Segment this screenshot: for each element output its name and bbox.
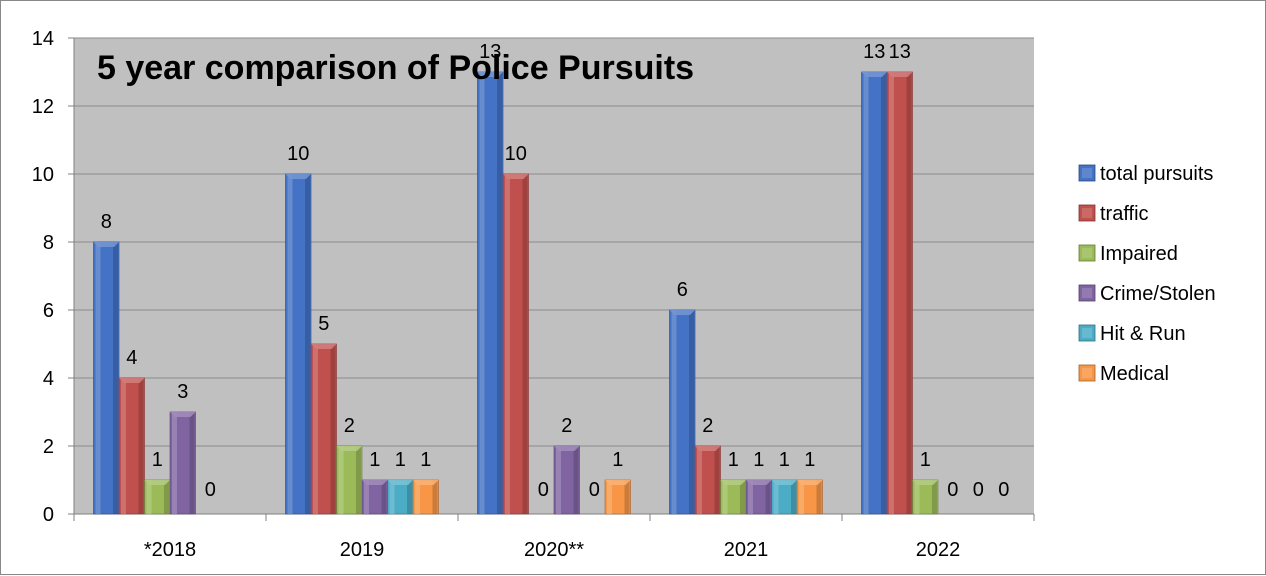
bar [604,479,631,515]
data-label: 0 [205,479,216,501]
data-label: 1 [753,449,764,471]
data-label: 1 [152,449,163,471]
bar [118,377,145,515]
bar [771,479,798,515]
bar [553,445,580,515]
bar [387,479,414,515]
legend-item: Impaired [1078,243,1178,265]
x-tick-label: 2021 [724,539,769,561]
bar [861,71,888,515]
bar [412,479,439,515]
data-label: 13 [479,41,501,63]
legend-item: Medical [1078,363,1169,385]
bar [502,173,529,515]
bar [912,479,939,515]
bar [169,411,196,515]
data-label: 4 [126,347,137,369]
bar [720,479,747,515]
y-tick-label: 0 [43,504,54,526]
bar [669,309,696,515]
y-tick-label: 2 [43,436,54,458]
x-tick-label: *2018 [144,539,196,561]
data-label: 2 [344,415,355,437]
bar [285,173,312,515]
bar [310,343,337,515]
bar [694,445,721,515]
data-label: 0 [947,479,958,501]
legend-item: traffic [1078,203,1149,225]
data-label: 1 [920,449,931,471]
bar [745,479,772,515]
legend-label: Impaired [1100,243,1178,265]
bar [144,479,171,515]
y-tick-label: 4 [43,368,54,390]
y-tick-label: 10 [32,164,54,186]
bar [361,479,388,515]
legend-label: Hit & Run [1100,323,1186,345]
bars [93,71,939,515]
data-label: 2 [561,415,572,437]
chart-title: 5 year comparison of Police Pursuits [97,49,694,87]
data-label: 5 [318,313,329,335]
x-tick-label: 2019 [340,539,385,561]
data-label: 0 [538,479,549,501]
bar [336,445,363,515]
bar [796,479,823,515]
legend-item: Hit & Run [1078,323,1186,345]
data-label: 1 [804,449,815,471]
x-tick-label: 2020** [524,539,584,561]
data-label: 1 [395,449,406,471]
data-label: 0 [973,479,984,501]
data-label: 0 [998,479,1009,501]
data-label: 13 [889,41,911,63]
data-label: 10 [287,143,309,165]
bar [886,71,913,515]
x-tick-label: 2022 [916,539,961,561]
y-tick-label: 14 [32,28,54,50]
y-tick-label: 8 [43,232,54,254]
data-label: 6 [677,279,688,301]
y-tick-label: 6 [43,300,54,322]
legend-label: Crime/Stolen [1100,283,1216,305]
bar [93,241,120,515]
data-label: 1 [728,449,739,471]
data-label: 0 [589,479,600,501]
data-label: 3 [177,381,188,403]
legend-label: total pursuits [1100,163,1213,185]
data-label: 8 [101,211,112,233]
legend-item: total pursuits [1078,163,1213,185]
data-label: 1 [369,449,380,471]
y-tick-label: 12 [32,96,54,118]
legend-label: traffic [1100,203,1149,225]
data-label: 1 [779,449,790,471]
data-label: 1 [612,449,623,471]
legend: total pursuits traffic Impaired Crime/Stole… [1078,163,1216,385]
data-label: 1 [420,449,431,471]
bar [477,71,504,515]
data-label: 13 [863,41,885,63]
legend-label: Medical [1100,363,1169,385]
data-label: 10 [505,143,527,165]
legend-item: Crime/Stolen [1078,283,1216,305]
data-label: 2 [702,415,713,437]
